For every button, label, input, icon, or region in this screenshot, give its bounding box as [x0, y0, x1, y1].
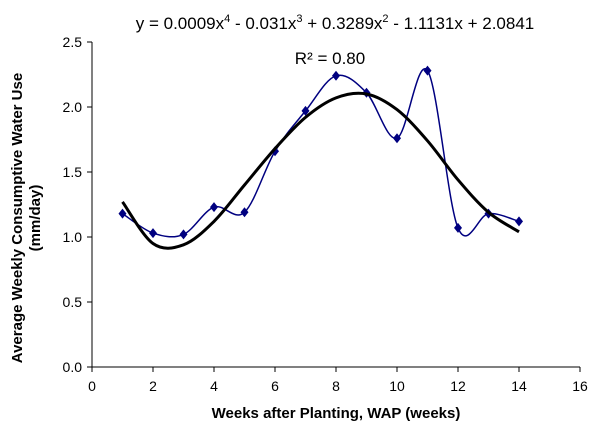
data-point: [179, 229, 188, 240]
y-axis-title-unit: (mm/day): [27, 185, 44, 252]
equation-part: y = 0.0009x: [136, 14, 225, 33]
equation-part: + 0.3289x: [303, 14, 383, 33]
data-point: [332, 70, 340, 81]
y-tick-label: 1.5: [63, 164, 83, 180]
data-point: [240, 207, 249, 218]
x-tick-label: 16: [572, 378, 588, 394]
equation-exponent: 4: [224, 13, 230, 25]
data-point: [210, 202, 218, 213]
x-tick-label: 6: [271, 378, 279, 394]
equation-exponent: 2: [382, 13, 388, 25]
x-tick-label: 0: [88, 378, 96, 394]
data-point: [149, 228, 157, 239]
r-squared: R² = 0.80: [295, 49, 365, 68]
y-tick-label: 2.0: [63, 99, 83, 115]
x-tick-label: 2: [149, 378, 157, 394]
x-axis-title: Weeks after Planting, WAP (weeks): [212, 405, 461, 422]
trend-line: [121, 91, 520, 250]
y-tick-label: 0.0: [63, 359, 83, 375]
equation-part: - 1.1131x + 2.0841: [389, 14, 535, 33]
y-tick-label: 0.5: [63, 294, 83, 310]
data-point: [118, 208, 127, 219]
series-line: [122, 67, 520, 238]
x-tick-label: 10: [389, 378, 405, 394]
data-point: [301, 105, 310, 116]
data-point: [393, 133, 401, 144]
data-point: [454, 222, 462, 233]
x-tick-label: 12: [450, 378, 466, 394]
x-tick-label: 8: [332, 378, 340, 394]
trend-equation: y = 0.0009x4 - 0.031x3 + 0.3289x2 - 1.11…: [136, 13, 535, 33]
y-axis-title: Average Weekly Consumptive Water Use: [9, 73, 26, 363]
equation-exponent: 3: [296, 13, 302, 25]
x-tick-label: 4: [210, 378, 218, 394]
x-tick-label: 14: [511, 378, 527, 394]
equation-part: - 0.031x: [230, 14, 297, 33]
data-point: [423, 65, 432, 76]
y-tick-label: 2.5: [63, 34, 83, 50]
data-point: [515, 216, 523, 227]
y-tick-label: 1.0: [63, 229, 83, 245]
